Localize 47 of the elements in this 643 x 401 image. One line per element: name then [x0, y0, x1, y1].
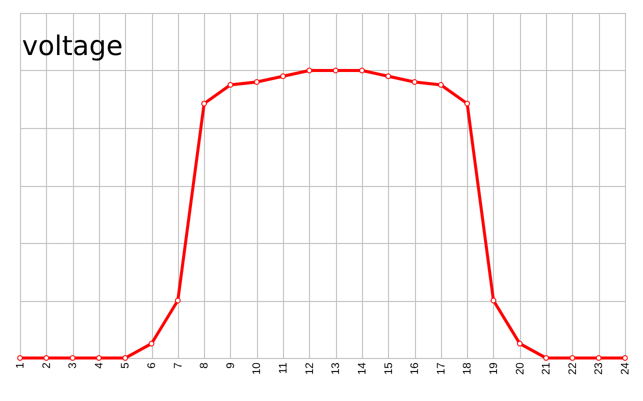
point	[306, 68, 312, 74]
point	[174, 298, 181, 304]
point	[385, 73, 392, 80]
x-tick-label: 20	[514, 362, 526, 375]
x-tick-label: 11	[278, 362, 290, 374]
x-tick-label: 6	[146, 362, 158, 369]
x-tick-label: 17	[435, 362, 448, 375]
x-tick-label: 16	[409, 362, 422, 375]
point	[543, 355, 549, 361]
chart-title: voltage	[22, 31, 123, 62]
point	[148, 340, 154, 346]
x-tick-label: 14	[356, 362, 368, 375]
x-tick-label: 9	[224, 362, 237, 369]
point	[412, 79, 418, 85]
point	[359, 68, 365, 74]
point	[490, 298, 496, 304]
x-tick-label: 18	[462, 362, 474, 375]
x-tick-label: 2	[40, 362, 53, 369]
point	[228, 82, 234, 88]
x-tick-label: 1	[14, 362, 26, 369]
x-tick-label: 19	[488, 362, 500, 375]
x-tick-label: 3	[67, 362, 80, 369]
point	[201, 100, 207, 106]
point	[438, 82, 444, 88]
point	[570, 355, 576, 361]
point	[70, 355, 76, 361]
x-tick-label: 15	[382, 362, 395, 375]
x-tick-label: 23	[593, 362, 606, 375]
x-tick-label: 10	[251, 362, 264, 375]
x-tick-label: 4	[93, 362, 106, 369]
x-tick-label: 21	[540, 362, 553, 375]
x-tick-label: 8	[198, 362, 211, 369]
point	[464, 100, 470, 106]
point	[122, 355, 128, 361]
point	[254, 79, 260, 85]
x-tick-label: 24	[620, 362, 632, 375]
x-tick-label: 5	[120, 362, 132, 369]
point	[280, 73, 286, 80]
x-tick-label: 22	[566, 362, 579, 375]
point	[332, 68, 338, 74]
x-tick-label: 13	[330, 362, 342, 375]
point	[516, 340, 523, 346]
point	[622, 355, 628, 361]
x-tick-label: 7	[172, 362, 184, 369]
point	[17, 355, 23, 361]
x-tick-label: 12	[304, 362, 316, 375]
point	[96, 355, 102, 361]
